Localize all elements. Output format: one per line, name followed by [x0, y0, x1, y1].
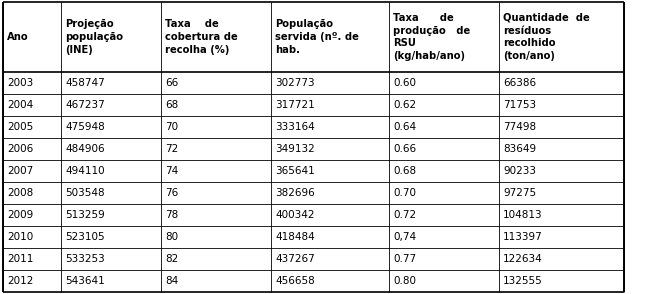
Text: 68: 68: [165, 100, 178, 110]
Text: 2009: 2009: [7, 210, 33, 220]
Text: 400342: 400342: [275, 210, 315, 220]
Text: 97275: 97275: [503, 188, 536, 198]
Text: Ano: Ano: [7, 32, 28, 42]
Text: 77498: 77498: [503, 122, 536, 132]
Text: 365641: 365641: [275, 166, 315, 176]
Text: 70: 70: [165, 122, 178, 132]
Text: 0.64: 0.64: [393, 122, 416, 132]
Text: 382696: 382696: [275, 188, 315, 198]
Text: 0.80: 0.80: [393, 276, 416, 286]
Text: 0.60: 0.60: [393, 78, 416, 88]
Text: 543641: 543641: [65, 276, 104, 286]
Text: 74: 74: [165, 166, 178, 176]
Text: 333164: 333164: [275, 122, 315, 132]
Text: 0.77: 0.77: [393, 254, 416, 264]
Text: 2005: 2005: [7, 122, 33, 132]
Text: 513259: 513259: [65, 210, 104, 220]
Text: 2003: 2003: [7, 78, 33, 88]
Text: 437267: 437267: [275, 254, 315, 264]
Text: 458747: 458747: [65, 78, 104, 88]
Text: 2007: 2007: [7, 166, 33, 176]
Text: 484906: 484906: [65, 144, 104, 154]
Text: Quantidade  de
resíduos
recolhido
(ton/ano): Quantidade de resíduos recolhido (ton/an…: [503, 13, 590, 61]
Text: 132555: 132555: [503, 276, 543, 286]
Text: 494110: 494110: [65, 166, 104, 176]
Text: 66386: 66386: [503, 78, 536, 88]
Text: Taxa      de
produção   de
RSU
(kg/hab/ano): Taxa de produção de RSU (kg/hab/ano): [393, 13, 470, 61]
Text: 349132: 349132: [275, 144, 315, 154]
Text: 2006: 2006: [7, 144, 33, 154]
Text: 2011: 2011: [7, 254, 33, 264]
Text: 0.72: 0.72: [393, 210, 416, 220]
Text: 2004: 2004: [7, 100, 33, 110]
Text: 533253: 533253: [65, 254, 104, 264]
Text: 80: 80: [165, 232, 178, 242]
Text: 0.68: 0.68: [393, 166, 416, 176]
Text: 302773: 302773: [275, 78, 315, 88]
Text: 122634: 122634: [503, 254, 543, 264]
Text: 2010: 2010: [7, 232, 33, 242]
Text: 2012: 2012: [7, 276, 33, 286]
Text: 317721: 317721: [275, 100, 315, 110]
Text: 90233: 90233: [503, 166, 536, 176]
Text: 2008: 2008: [7, 188, 33, 198]
Text: 456658: 456658: [275, 276, 315, 286]
Text: 418484: 418484: [275, 232, 315, 242]
Text: 71753: 71753: [503, 100, 536, 110]
Text: 523105: 523105: [65, 232, 104, 242]
Text: 84: 84: [165, 276, 178, 286]
Text: 72: 72: [165, 144, 178, 154]
Text: 83649: 83649: [503, 144, 536, 154]
Text: 82: 82: [165, 254, 178, 264]
Text: 0.66: 0.66: [393, 144, 416, 154]
Text: 475948: 475948: [65, 122, 104, 132]
Text: 503548: 503548: [65, 188, 104, 198]
Text: 76: 76: [165, 188, 178, 198]
Text: 113397: 113397: [503, 232, 543, 242]
Text: 78: 78: [165, 210, 178, 220]
Text: 467237: 467237: [65, 100, 104, 110]
Text: 66: 66: [165, 78, 178, 88]
Text: População
servida (nº. de
hab.: População servida (nº. de hab.: [275, 19, 359, 55]
Text: Projeção
população
(INE): Projeção população (INE): [65, 19, 123, 55]
Text: 104813: 104813: [503, 210, 543, 220]
Text: 0.62: 0.62: [393, 100, 416, 110]
Text: 0,74: 0,74: [393, 232, 416, 242]
Text: Taxa    de
cobertura de
recolha (%): Taxa de cobertura de recolha (%): [165, 19, 238, 55]
Text: 0.70: 0.70: [393, 188, 416, 198]
